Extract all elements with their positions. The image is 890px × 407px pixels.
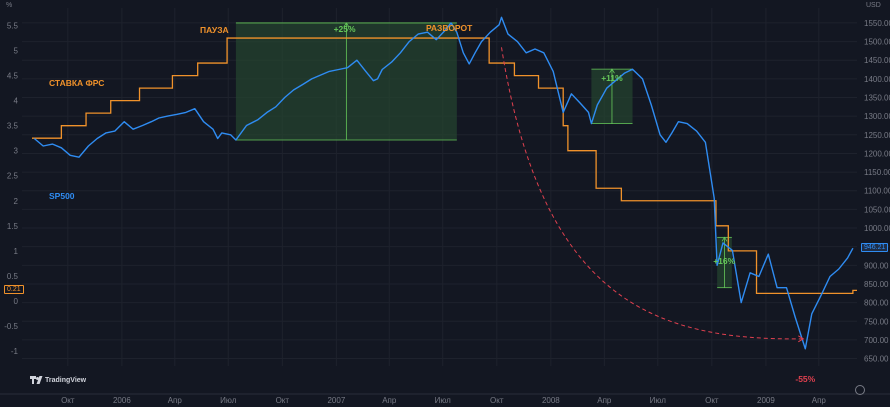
left-axis: 5.5 5 4.5 4 3.5 3 2.5 2 1.5 1 0.5 0 -0.5 -1 xyxy=(4,22,18,356)
right-tick-label: 1150.00 xyxy=(864,168,890,177)
left-tick-label: -1 xyxy=(11,347,19,356)
time-tick-label: Окт xyxy=(490,396,504,405)
time-tick-label: Апр xyxy=(168,396,183,405)
annotation-label: -55% xyxy=(795,374,815,384)
left-tick-label: 5 xyxy=(14,47,19,56)
drawdown-curve xyxy=(500,47,804,340)
time-tick-label: Июл xyxy=(650,396,667,405)
gain-box-arrowhead xyxy=(721,236,728,242)
logo-text: TradingView xyxy=(45,376,87,384)
annotation-label: SP500 xyxy=(49,191,75,201)
left-tick-label: 0 xyxy=(14,297,19,306)
range-boxes xyxy=(235,22,732,289)
right-tick-label: 1050.00 xyxy=(864,205,890,214)
right-tick-label: 750.00 xyxy=(864,317,889,326)
left-tick-label: 0.5 xyxy=(7,272,19,281)
right-tick-label: 1400.00 xyxy=(864,75,890,84)
annotation-label: ПАУЗА xyxy=(200,25,229,35)
sp500-line xyxy=(33,16,854,350)
right-axis-unit: USD xyxy=(866,2,881,9)
left-tick-label: 5.5 xyxy=(7,22,19,31)
annotation-label: +25% xyxy=(334,24,356,34)
right-tick-label: 1550.00 xyxy=(864,19,890,28)
time-tick-label: Июл xyxy=(435,396,452,405)
right-tick-label: 900.00 xyxy=(864,261,889,270)
left-tick-label: 4 xyxy=(14,97,19,106)
time-tick-label: Окт xyxy=(276,396,290,405)
left-tick-label: 3.5 xyxy=(7,122,19,131)
left-axis-unit: % xyxy=(6,2,13,9)
left-tick-label: 4.5 xyxy=(7,72,19,81)
sp500-last-value: 946.21 xyxy=(861,243,889,253)
time-tick-label: Апр xyxy=(812,396,827,405)
fed-rate-last-value: 0.21 xyxy=(4,285,24,295)
gain-box-arrowhead xyxy=(609,68,615,74)
time-tick-label: 2009 xyxy=(757,396,775,405)
drawdown-arrowhead xyxy=(798,335,805,343)
left-tick-label: -0.5 xyxy=(4,322,18,331)
left-tick-label: 1 xyxy=(14,247,19,256)
time-tick-label: Июл xyxy=(220,396,237,405)
right-tick-label: 1300.00 xyxy=(864,112,890,121)
right-tick-label: 1000.00 xyxy=(864,224,890,233)
time-tick-label: Апр xyxy=(597,396,612,405)
gain-box-arrowhead xyxy=(343,22,350,28)
right-tick-label: 850.00 xyxy=(864,280,889,289)
left-tick-label: 2 xyxy=(14,197,19,206)
right-tick-label: 1350.00 xyxy=(864,94,890,103)
settings-gear-icon[interactable] xyxy=(855,385,865,395)
right-tick-label: 1250.00 xyxy=(864,131,890,140)
time-tick-label: Окт xyxy=(705,396,719,405)
annotation-label: СТАВКА ФРС xyxy=(49,78,104,88)
annotation-label: +11% xyxy=(601,73,623,83)
right-tick-label: 700.00 xyxy=(864,336,889,345)
time-tick-label: 2008 xyxy=(542,396,560,405)
series-lines xyxy=(31,16,857,350)
right-tick-label: 1500.00 xyxy=(864,38,890,47)
time-tick-label: Окт xyxy=(61,396,75,405)
annotation-label: РАЗВОРОТ xyxy=(426,23,473,33)
time-tick-label: 2007 xyxy=(327,396,345,405)
right-tick-label: 1450.00 xyxy=(864,56,890,65)
time-tick-label: 2006 xyxy=(113,396,131,405)
left-tick-label: 2.5 xyxy=(7,172,19,181)
fed-rate-line xyxy=(31,37,857,295)
tradingview-logo[interactable]: TradingView xyxy=(30,376,86,384)
annotation-label: +16% xyxy=(713,256,735,266)
time-tick-label: Апр xyxy=(382,396,397,405)
annotations: ПАУЗА +25% РАЗВОРОТ СТАВКА ФРС SP500 +11% +16%… xyxy=(49,23,816,384)
time-axis: Окт 2006 Апр Июл Окт 2007 Апр Июл Окт 2008 Апр Июл О… xyxy=(61,396,826,405)
right-tick-label: 650.00 xyxy=(864,355,889,364)
right-tick-label: 800.00 xyxy=(864,299,889,308)
left-tick-label: 3 xyxy=(14,147,19,156)
right-tick-label: 1200.00 xyxy=(864,149,890,158)
right-tick-label: 1100.00 xyxy=(864,187,890,196)
grid-lines xyxy=(0,8,890,395)
tradingview-logo-icon xyxy=(30,376,43,384)
left-tick-label: 1.5 xyxy=(7,222,19,231)
